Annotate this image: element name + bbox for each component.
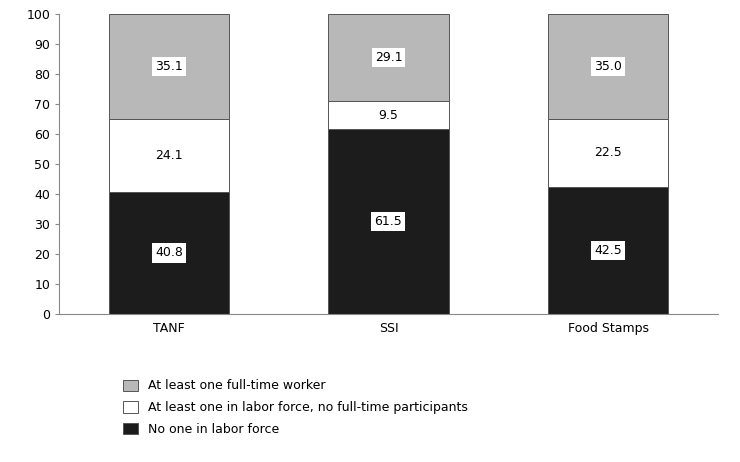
Bar	[109, 119, 229, 192]
Text: 35.0: 35.0	[594, 60, 622, 73]
Bar	[328, 13, 449, 101]
Bar	[328, 101, 449, 129]
Bar	[548, 119, 668, 187]
Text: 9.5: 9.5	[379, 109, 398, 122]
Text: 22.5: 22.5	[594, 146, 622, 159]
Text: 42.5: 42.5	[594, 244, 622, 257]
Legend: At least one full-time worker, At least one in labor force, no full-time partici: At least one full-time worker, At least …	[118, 375, 473, 441]
Text: 40.8: 40.8	[155, 246, 183, 259]
Bar	[109, 192, 229, 314]
Text: 29.1: 29.1	[374, 51, 403, 64]
Bar	[328, 129, 449, 314]
Text: 61.5: 61.5	[374, 215, 403, 228]
Text: 24.1: 24.1	[155, 149, 183, 162]
Text: 35.1: 35.1	[155, 60, 183, 73]
Bar	[548, 187, 668, 314]
Bar	[548, 14, 668, 119]
Bar	[109, 14, 229, 119]
